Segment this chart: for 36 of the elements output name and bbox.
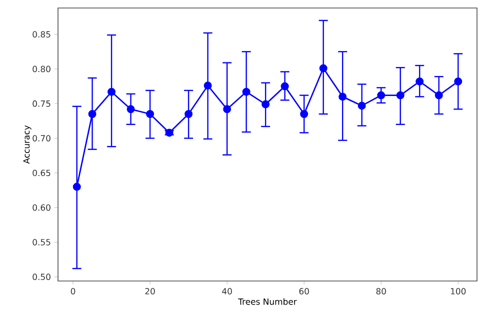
y-tick-label: 0.55: [32, 239, 50, 246]
x-axis-title: Trees Number: [238, 298, 297, 305]
y-tick-label: 0.80: [32, 66, 50, 72]
point: [146, 110, 154, 118]
x-tick-label: 40: [222, 288, 232, 294]
point: [72, 182, 81, 191]
point: [434, 91, 443, 100]
x-tick-label: 60: [299, 288, 309, 294]
point: [262, 100, 270, 108]
y-tick-label: 0.60: [32, 204, 50, 211]
point: [358, 102, 366, 110]
point: [280, 82, 289, 90]
y-tick-label: 0.75: [32, 100, 50, 107]
x-tick-label: 80: [376, 288, 386, 294]
x-tick-label: 100: [450, 288, 466, 294]
y-tick-label: 0.85: [32, 31, 50, 38]
point: [377, 91, 386, 100]
point: [108, 88, 116, 96]
point: [88, 110, 96, 118]
point: [396, 91, 404, 100]
point: [223, 105, 232, 114]
point: [242, 88, 250, 96]
point: [416, 77, 424, 86]
x-tick-label: 0: [70, 288, 76, 294]
point: [338, 92, 347, 101]
y-tick-label: 0.65: [32, 170, 50, 176]
y-tick-label: 0.50: [32, 274, 50, 280]
x-tick-label: 20: [145, 288, 155, 294]
point: [126, 105, 135, 114]
y-axis-title: Accuracy: [23, 125, 32, 164]
point: [454, 77, 462, 86]
point: [300, 110, 308, 118]
point: [184, 110, 193, 118]
y-tick-label: 0.70: [32, 135, 50, 142]
point: [204, 82, 212, 90]
point: [319, 64, 328, 72]
